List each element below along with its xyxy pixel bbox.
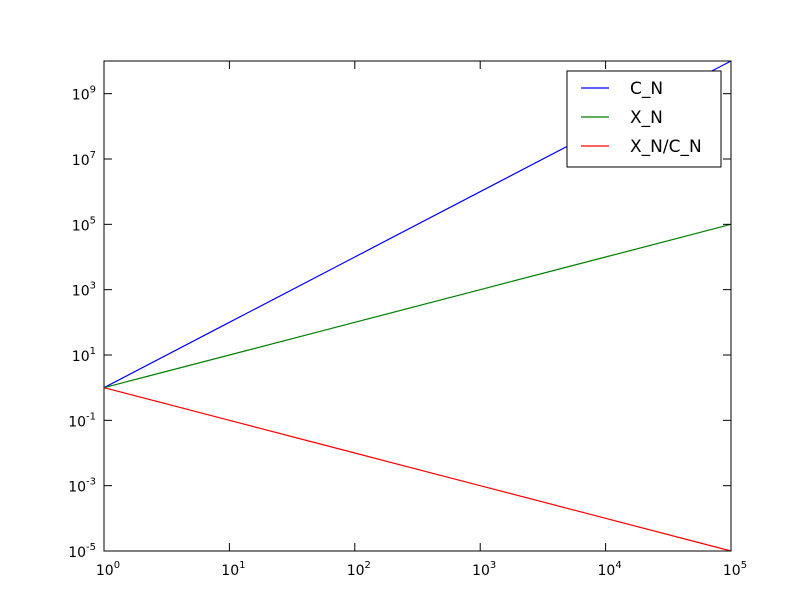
tick-exponent: 5	[90, 215, 96, 226]
legend-box	[566, 70, 722, 168]
tick-exponent: 3	[90, 281, 96, 292]
tick-exponent: 1	[239, 560, 245, 571]
tick-exponent: 9	[90, 85, 96, 96]
tick-base: 10	[472, 563, 490, 579]
tick-exponent: 4	[615, 560, 621, 571]
tick-label: 105	[72, 215, 96, 234]
tick-label: 10-5	[68, 542, 96, 561]
tick-label: 101	[72, 346, 96, 365]
tick-exponent: 1	[90, 346, 96, 357]
legend-label: C_N	[630, 79, 663, 99]
tick-base: 10	[723, 563, 741, 579]
tick-base: 10	[72, 284, 90, 300]
series-line	[103, 223, 732, 389]
tick-base: 10	[68, 414, 86, 430]
tick-base: 10	[72, 153, 90, 169]
tick-base: 10	[221, 563, 239, 579]
legend-label: X_N/C_N	[630, 137, 702, 157]
tick-base: 10	[68, 480, 86, 496]
tick-label: 103	[472, 560, 496, 579]
tick-base: 10	[597, 563, 615, 579]
tick-exponent: 5	[741, 560, 747, 571]
tick-label: 100	[96, 560, 120, 579]
tick-base: 10	[72, 88, 90, 104]
tick-exponent: 0	[114, 560, 120, 571]
tick-label: 10-3	[68, 477, 96, 496]
tick-base: 10	[347, 563, 365, 579]
tick-label: 102	[347, 560, 371, 579]
legend-label: X_N	[630, 108, 663, 128]
tick-label: 107	[72, 150, 96, 169]
series-line	[103, 387, 732, 552]
tick-exponent: -3	[86, 477, 96, 488]
tick-base: 10	[96, 563, 114, 579]
tick-label: 109	[72, 85, 96, 104]
legend: C_N X_N X_N/C_N	[566, 70, 722, 168]
axes-frame	[103, 60, 732, 552]
tick-label: 103	[72, 281, 96, 300]
tick-base: 10	[72, 218, 90, 234]
tick-base: 10	[72, 349, 90, 365]
tick-label: 101	[221, 560, 245, 579]
tick-exponent: 2	[365, 560, 371, 571]
tick-exponent: 7	[90, 150, 96, 161]
tick-label: 10-1	[68, 411, 96, 430]
tick-exponent: -5	[86, 542, 96, 553]
tick-base: 10	[68, 545, 86, 561]
tick-label: 104	[597, 560, 621, 579]
tick-exponent: -1	[86, 411, 96, 422]
tick-exponent: 3	[490, 560, 496, 571]
tick-label: 105	[723, 560, 747, 579]
